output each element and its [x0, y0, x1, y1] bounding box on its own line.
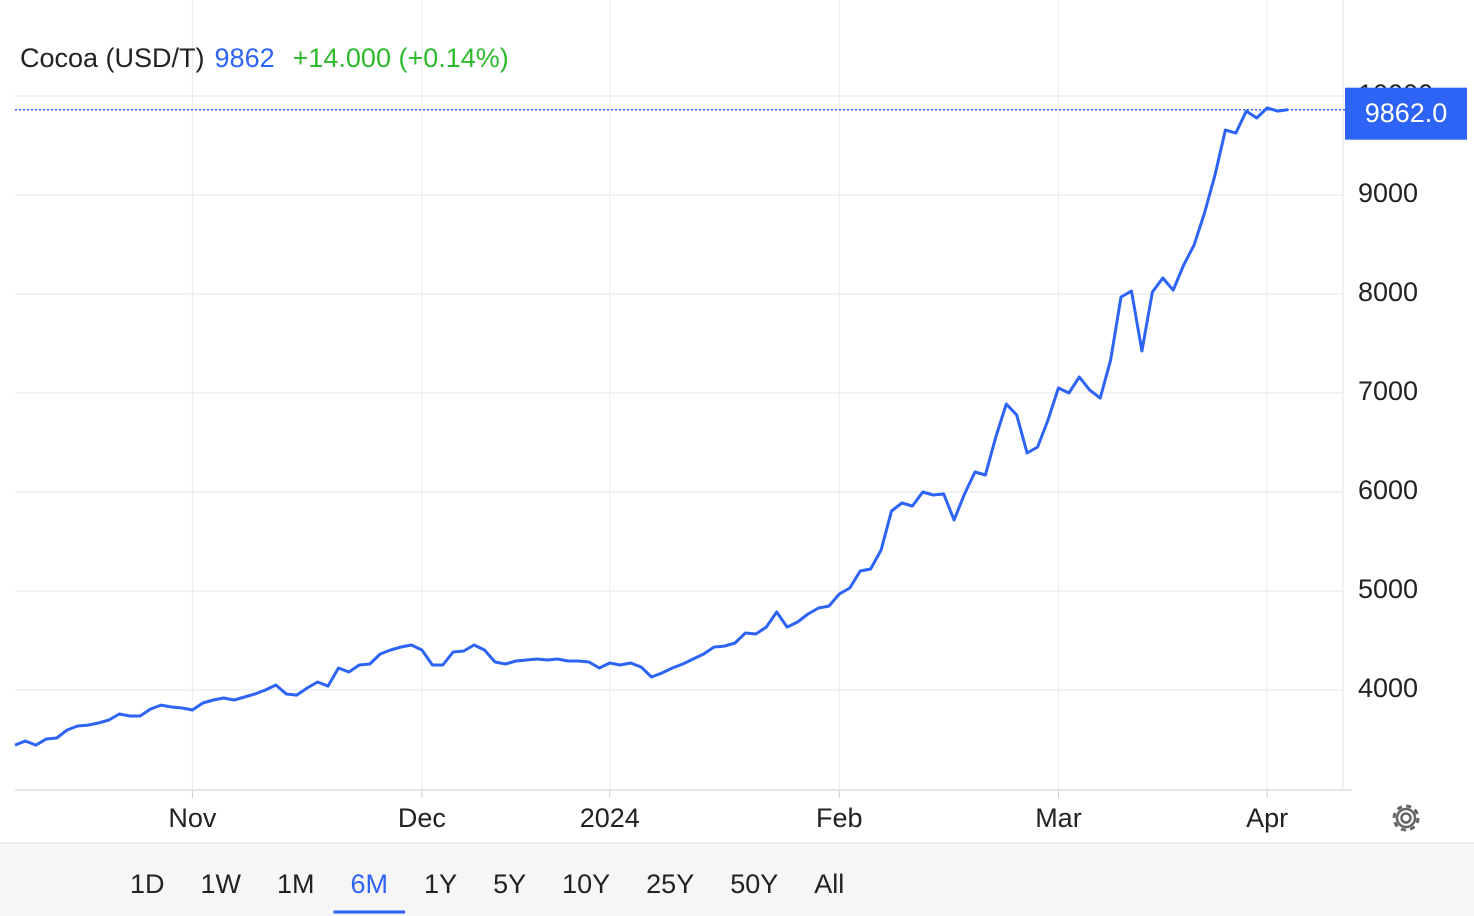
range-button[interactable]: 50Y	[730, 869, 778, 899]
header: Cocoa (USD/T) 9862 +14.000 (+0.14%)	[20, 43, 509, 73]
y-tick-label: 5000	[1358, 574, 1418, 604]
x-tick-label: Nov	[168, 803, 217, 833]
x-tick-label: Mar	[1035, 803, 1082, 833]
range-button[interactable]: All	[814, 869, 844, 899]
range-button[interactable]: 6M	[351, 869, 389, 899]
range-button[interactable]: 1M	[277, 869, 315, 899]
range-button[interactable]: 1W	[201, 869, 242, 899]
y-tick-label: 8000	[1358, 277, 1418, 307]
x-tick-label: Feb	[816, 803, 863, 833]
range-button[interactable]: 25Y	[646, 869, 694, 899]
range-button[interactable]: 5Y	[493, 869, 526, 899]
price-change: +14.000 (+0.14%)	[293, 43, 509, 73]
price-line	[14, 106, 1289, 747]
y-tick-label: 9000	[1358, 178, 1418, 208]
y-tick-label: 6000	[1358, 475, 1418, 505]
x-tick-label: Dec	[398, 803, 446, 833]
x-tick-label: Apr	[1246, 803, 1288, 833]
settings-icon[interactable]	[1392, 804, 1420, 832]
last-price-box	[1345, 87, 1467, 140]
last-price-label: 9862.0	[1365, 98, 1448, 128]
chart-title: Cocoa (USD/T)	[20, 43, 205, 73]
range-bar	[0, 843, 1474, 916]
y-tick-label: 7000	[1358, 376, 1418, 406]
x-tick-label: 2024	[580, 803, 640, 833]
range-button[interactable]: 1Y	[424, 869, 457, 899]
range-button[interactable]: 1D	[130, 869, 165, 899]
y-tick-label: 4000	[1358, 673, 1418, 703]
range-button[interactable]: 10Y	[562, 869, 610, 899]
last-price: 9862	[215, 43, 275, 73]
